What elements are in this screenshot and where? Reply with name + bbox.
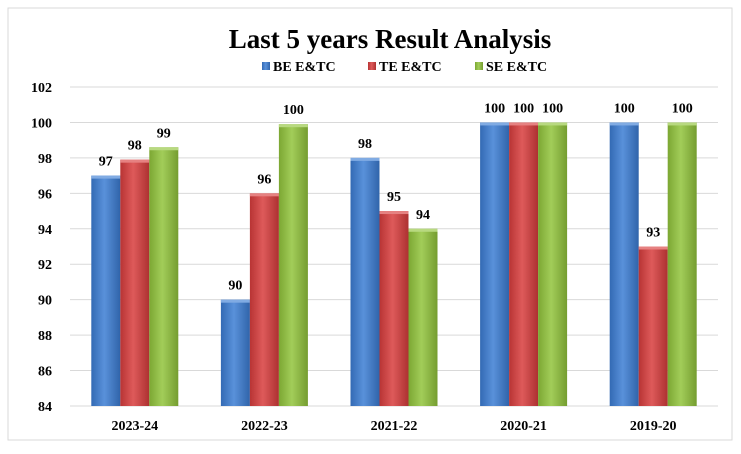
bar <box>350 157 380 406</box>
x-tick-label: 2020-21 <box>500 419 547 434</box>
bar-top <box>379 211 409 215</box>
data-label: 96 <box>257 172 271 187</box>
bar-top <box>278 124 308 128</box>
x-tick-label: 2019-20 <box>630 419 677 434</box>
y-tick-label: 96 <box>38 187 52 202</box>
data-label: 97 <box>99 155 113 170</box>
bar <box>149 147 179 406</box>
bar <box>667 122 697 406</box>
y-tick-label: 94 <box>38 223 52 238</box>
data-label: 100 <box>614 101 635 116</box>
bar-top <box>509 122 539 126</box>
chart-title: Last 5 years Result Analysis <box>229 24 552 54</box>
data-label: 98 <box>128 139 142 154</box>
legend-label: SE E&TC <box>486 60 547 75</box>
data-label: 95 <box>387 190 401 205</box>
bar-top <box>249 193 279 197</box>
bar <box>480 122 510 406</box>
data-label: 94 <box>416 208 430 223</box>
bar <box>278 124 308 406</box>
bar <box>120 159 150 406</box>
bar-top <box>638 246 668 250</box>
data-label: 100 <box>542 101 563 116</box>
y-tick-label: 84 <box>38 400 52 415</box>
y-tick-label: 88 <box>38 329 52 344</box>
bar-top <box>149 147 179 151</box>
data-label: 100 <box>672 101 693 116</box>
data-label: 90 <box>228 279 242 294</box>
x-tick-label: 2021-22 <box>371 419 418 434</box>
bar-top <box>667 122 697 126</box>
y-tick-label: 92 <box>38 258 52 273</box>
y-tick-label: 100 <box>31 116 52 131</box>
legend-label: BE E&TC <box>273 60 336 75</box>
bar <box>379 211 409 406</box>
bars: 97 98 99 90 96 100 98 95 94 100 100 100 100 93 100 <box>91 101 697 406</box>
y-tick-label: 90 <box>38 294 52 309</box>
y-tick-label: 86 <box>38 365 52 380</box>
bar-top <box>91 175 121 179</box>
y-axis: 84 86 88 90 92 94 96 98 100 102 <box>31 81 52 415</box>
legend-swatch <box>368 62 376 70</box>
data-label: 100 <box>484 101 505 116</box>
bar <box>538 122 568 406</box>
y-tick-label: 102 <box>31 81 52 96</box>
data-label: 100 <box>283 103 304 118</box>
data-label: 99 <box>157 126 171 141</box>
x-tick-label: 2022-23 <box>241 419 288 434</box>
bar-top <box>480 122 510 126</box>
bar-top <box>408 228 438 232</box>
bar-top <box>538 122 568 126</box>
data-label: 98 <box>358 137 372 152</box>
legend-swatch <box>475 62 483 70</box>
y-tick-label: 98 <box>38 152 52 167</box>
x-tick-label: 2023-24 <box>111 419 158 434</box>
bar-top <box>220 299 250 303</box>
bar-top <box>120 159 150 163</box>
bar-top <box>609 122 639 126</box>
bar <box>220 299 250 406</box>
bar <box>249 193 279 406</box>
legend-swatch <box>262 62 270 70</box>
bar <box>91 175 121 406</box>
bar <box>638 246 668 406</box>
bar-top <box>350 157 380 161</box>
data-label: 100 <box>513 101 534 116</box>
legend-label: TE E&TC <box>379 60 442 75</box>
x-axis: 2023-24 2022-23 2021-22 2020-21 2019-20 <box>111 419 676 434</box>
data-label: 93 <box>646 226 660 241</box>
legend: BE E&TC TE E&TC SE E&TC <box>262 60 547 75</box>
bar <box>408 228 438 406</box>
bar <box>509 122 539 406</box>
bar <box>609 122 639 406</box>
